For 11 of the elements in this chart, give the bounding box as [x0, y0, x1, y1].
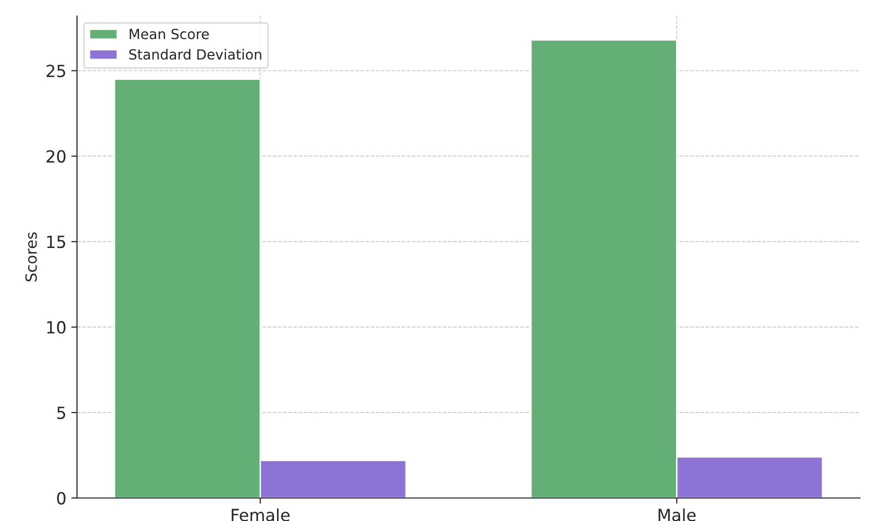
legend-label: Standard Deviation — [129, 48, 262, 60]
y-axis-title: Scores — [25, 232, 37, 282]
y-tick-label: 15 — [47, 236, 66, 248]
y-tick-label: 5 — [57, 406, 66, 420]
y-tick-label: 0 — [57, 492, 66, 505]
x-tick-label: Male — [658, 508, 696, 521]
y-tick-label: 25 — [46, 64, 66, 78]
legend-label: Mean Score — [130, 28, 209, 40]
x-tick-label: Female — [232, 508, 290, 521]
y-tick-label: 10 — [47, 321, 66, 334]
y-tick-label: 20 — [46, 150, 66, 163]
